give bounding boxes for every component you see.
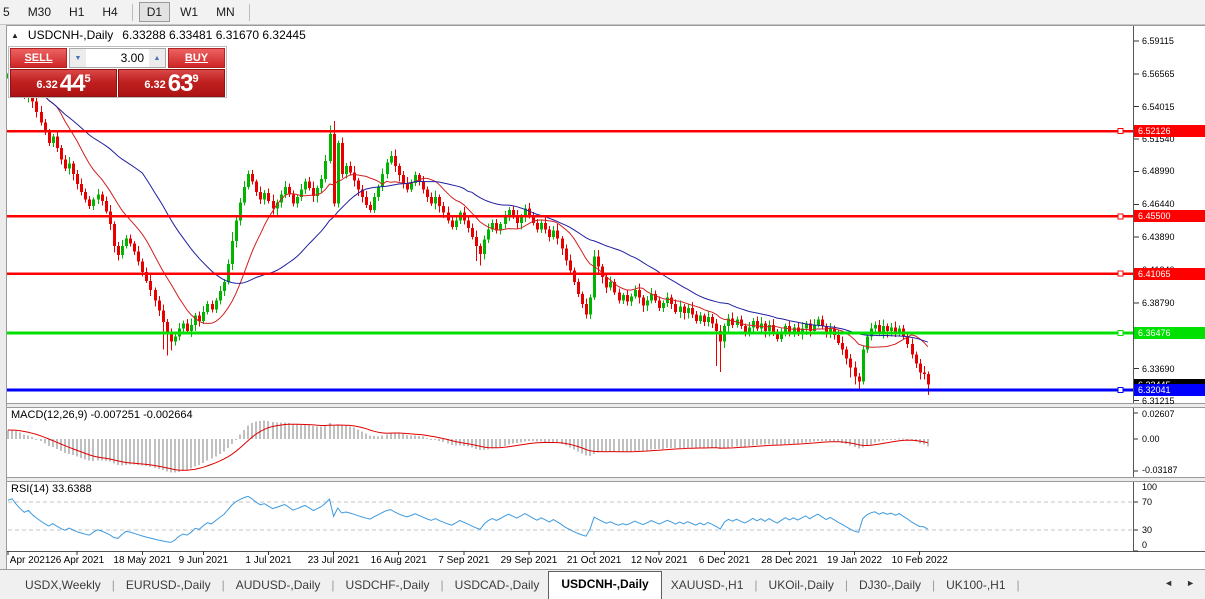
tab-separator: | xyxy=(1016,578,1020,592)
chart-symbol-title: USDCNH-,Daily xyxy=(27,28,114,42)
sell-price-box[interactable]: 6.32 44 5 xyxy=(10,69,117,97)
tab-scroll-buttons: ◄ ► xyxy=(1164,578,1195,588)
chart-tab-ukoil-daily[interactable]: UKOil-,Daily xyxy=(768,578,834,592)
chart-tab-xauusd-h1[interactable]: XAUUSD-,H1 xyxy=(670,578,744,592)
tab-separator: | xyxy=(932,578,936,592)
chart-ohlc-values: 6.33288 6.33481 6.31670 6.32445 xyxy=(122,28,306,42)
buy-price-box[interactable]: 6.32 63 9 xyxy=(118,69,225,97)
line-handle[interactable] xyxy=(1117,128,1124,135)
ma-fast-red xyxy=(7,69,929,348)
toolbar-separator xyxy=(248,3,250,21)
tab-separator: | xyxy=(844,578,848,592)
one-click-trade-panel: SELL ▼ ▲ BUY 6.32 44 5 6.32 63 9 xyxy=(8,46,227,98)
timeframe-button-w1[interactable]: W1 xyxy=(180,5,199,19)
sell-button[interactable]: SELL xyxy=(10,48,67,68)
pane-resize-bar[interactable] xyxy=(0,477,1205,482)
candlestick-series xyxy=(7,60,930,395)
sell-price-small: 6.32 xyxy=(36,79,58,91)
window-left-frame xyxy=(0,25,7,569)
sell-price-big: 44 xyxy=(59,70,86,97)
chart-tab-uk100-h1[interactable]: UK100-,H1 xyxy=(946,578,1006,592)
volume-spinner: ▼ ▲ xyxy=(69,48,166,68)
chart-tab-usdcad-daily[interactable]: USDCAD-,Daily xyxy=(454,578,540,592)
line-handle[interactable] xyxy=(1117,213,1124,220)
tab-scroll-left-icon[interactable]: ◄ xyxy=(1164,578,1174,588)
line-handle[interactable] xyxy=(1117,386,1124,393)
macd-indicator-label: MACD(12,26,9) -0.007251 -0.002664 xyxy=(11,409,193,421)
tab-separator: | xyxy=(754,578,758,592)
chart-tab-bar: USDX,Weekly | EURUSD-,Daily | AUDUSD-,Daily |… xyxy=(0,569,1205,599)
tab-scroll-right-icon[interactable]: ► xyxy=(1186,578,1195,588)
timeframe-button-d1[interactable]: D1 xyxy=(138,2,171,22)
tab-separator: | xyxy=(331,578,335,592)
chart-tab-usdx-weekly[interactable]: USDX,Weekly xyxy=(25,578,101,592)
timeframe-button-m5[interactable]: 5 xyxy=(3,5,10,19)
chart-title-row: ▲ USDCNH-,Daily 6.33288 6.33481 6.31670 … xyxy=(11,28,306,42)
tab-separator: | xyxy=(440,578,444,592)
toolbar-separator xyxy=(131,3,133,21)
ma-slow-blue xyxy=(7,69,928,343)
chart-tab-usdcnh-daily[interactable]: USDCNH-,Daily xyxy=(548,571,662,599)
buy-price-big: 63 xyxy=(167,70,194,97)
chart-tab-dj30-daily[interactable]: DJ30-,Daily xyxy=(859,578,922,592)
line-handle[interactable] xyxy=(1117,270,1124,277)
chart-tab-audusd-daily[interactable]: AUDUSD-,Daily xyxy=(235,578,321,592)
line-handle[interactable] xyxy=(1117,329,1124,336)
volume-decrease-icon[interactable]: ▼ xyxy=(70,49,86,67)
buy-price-sup: 9 xyxy=(192,73,199,85)
rsi-indicator-label: RSI(14) 33.6388 xyxy=(11,483,92,495)
pane-resize-bar[interactable] xyxy=(0,403,1205,408)
buy-button[interactable]: BUY xyxy=(168,48,225,68)
timeframe-button-m30[interactable]: M30 xyxy=(27,5,52,19)
timeframe-button-mn[interactable]: MN xyxy=(216,5,235,19)
timeframe-button-h1[interactable]: H1 xyxy=(69,5,85,19)
timeframe-toolbar: 5 M30 H1 H4 D1 W1 MN xyxy=(0,0,1205,25)
tab-separator: | xyxy=(111,578,115,592)
volume-input[interactable] xyxy=(86,49,149,67)
rsi-line xyxy=(7,495,929,543)
timeframe-button-h4[interactable]: H4 xyxy=(102,5,118,19)
macd-histogram xyxy=(7,420,929,473)
volume-increase-icon[interactable]: ▲ xyxy=(149,49,165,67)
sell-price-sup: 5 xyxy=(84,73,91,85)
tab-separator: | xyxy=(221,578,225,592)
chart-tab-eurusd-daily[interactable]: EURUSD-,Daily xyxy=(125,578,211,592)
chart-tab-usdchf-daily[interactable]: USDCHF-,Daily xyxy=(345,578,430,592)
macd-signal-line xyxy=(7,423,928,471)
collapse-panel-icon[interactable]: ▲ xyxy=(11,30,19,40)
buy-price-small: 6.32 xyxy=(144,79,166,91)
